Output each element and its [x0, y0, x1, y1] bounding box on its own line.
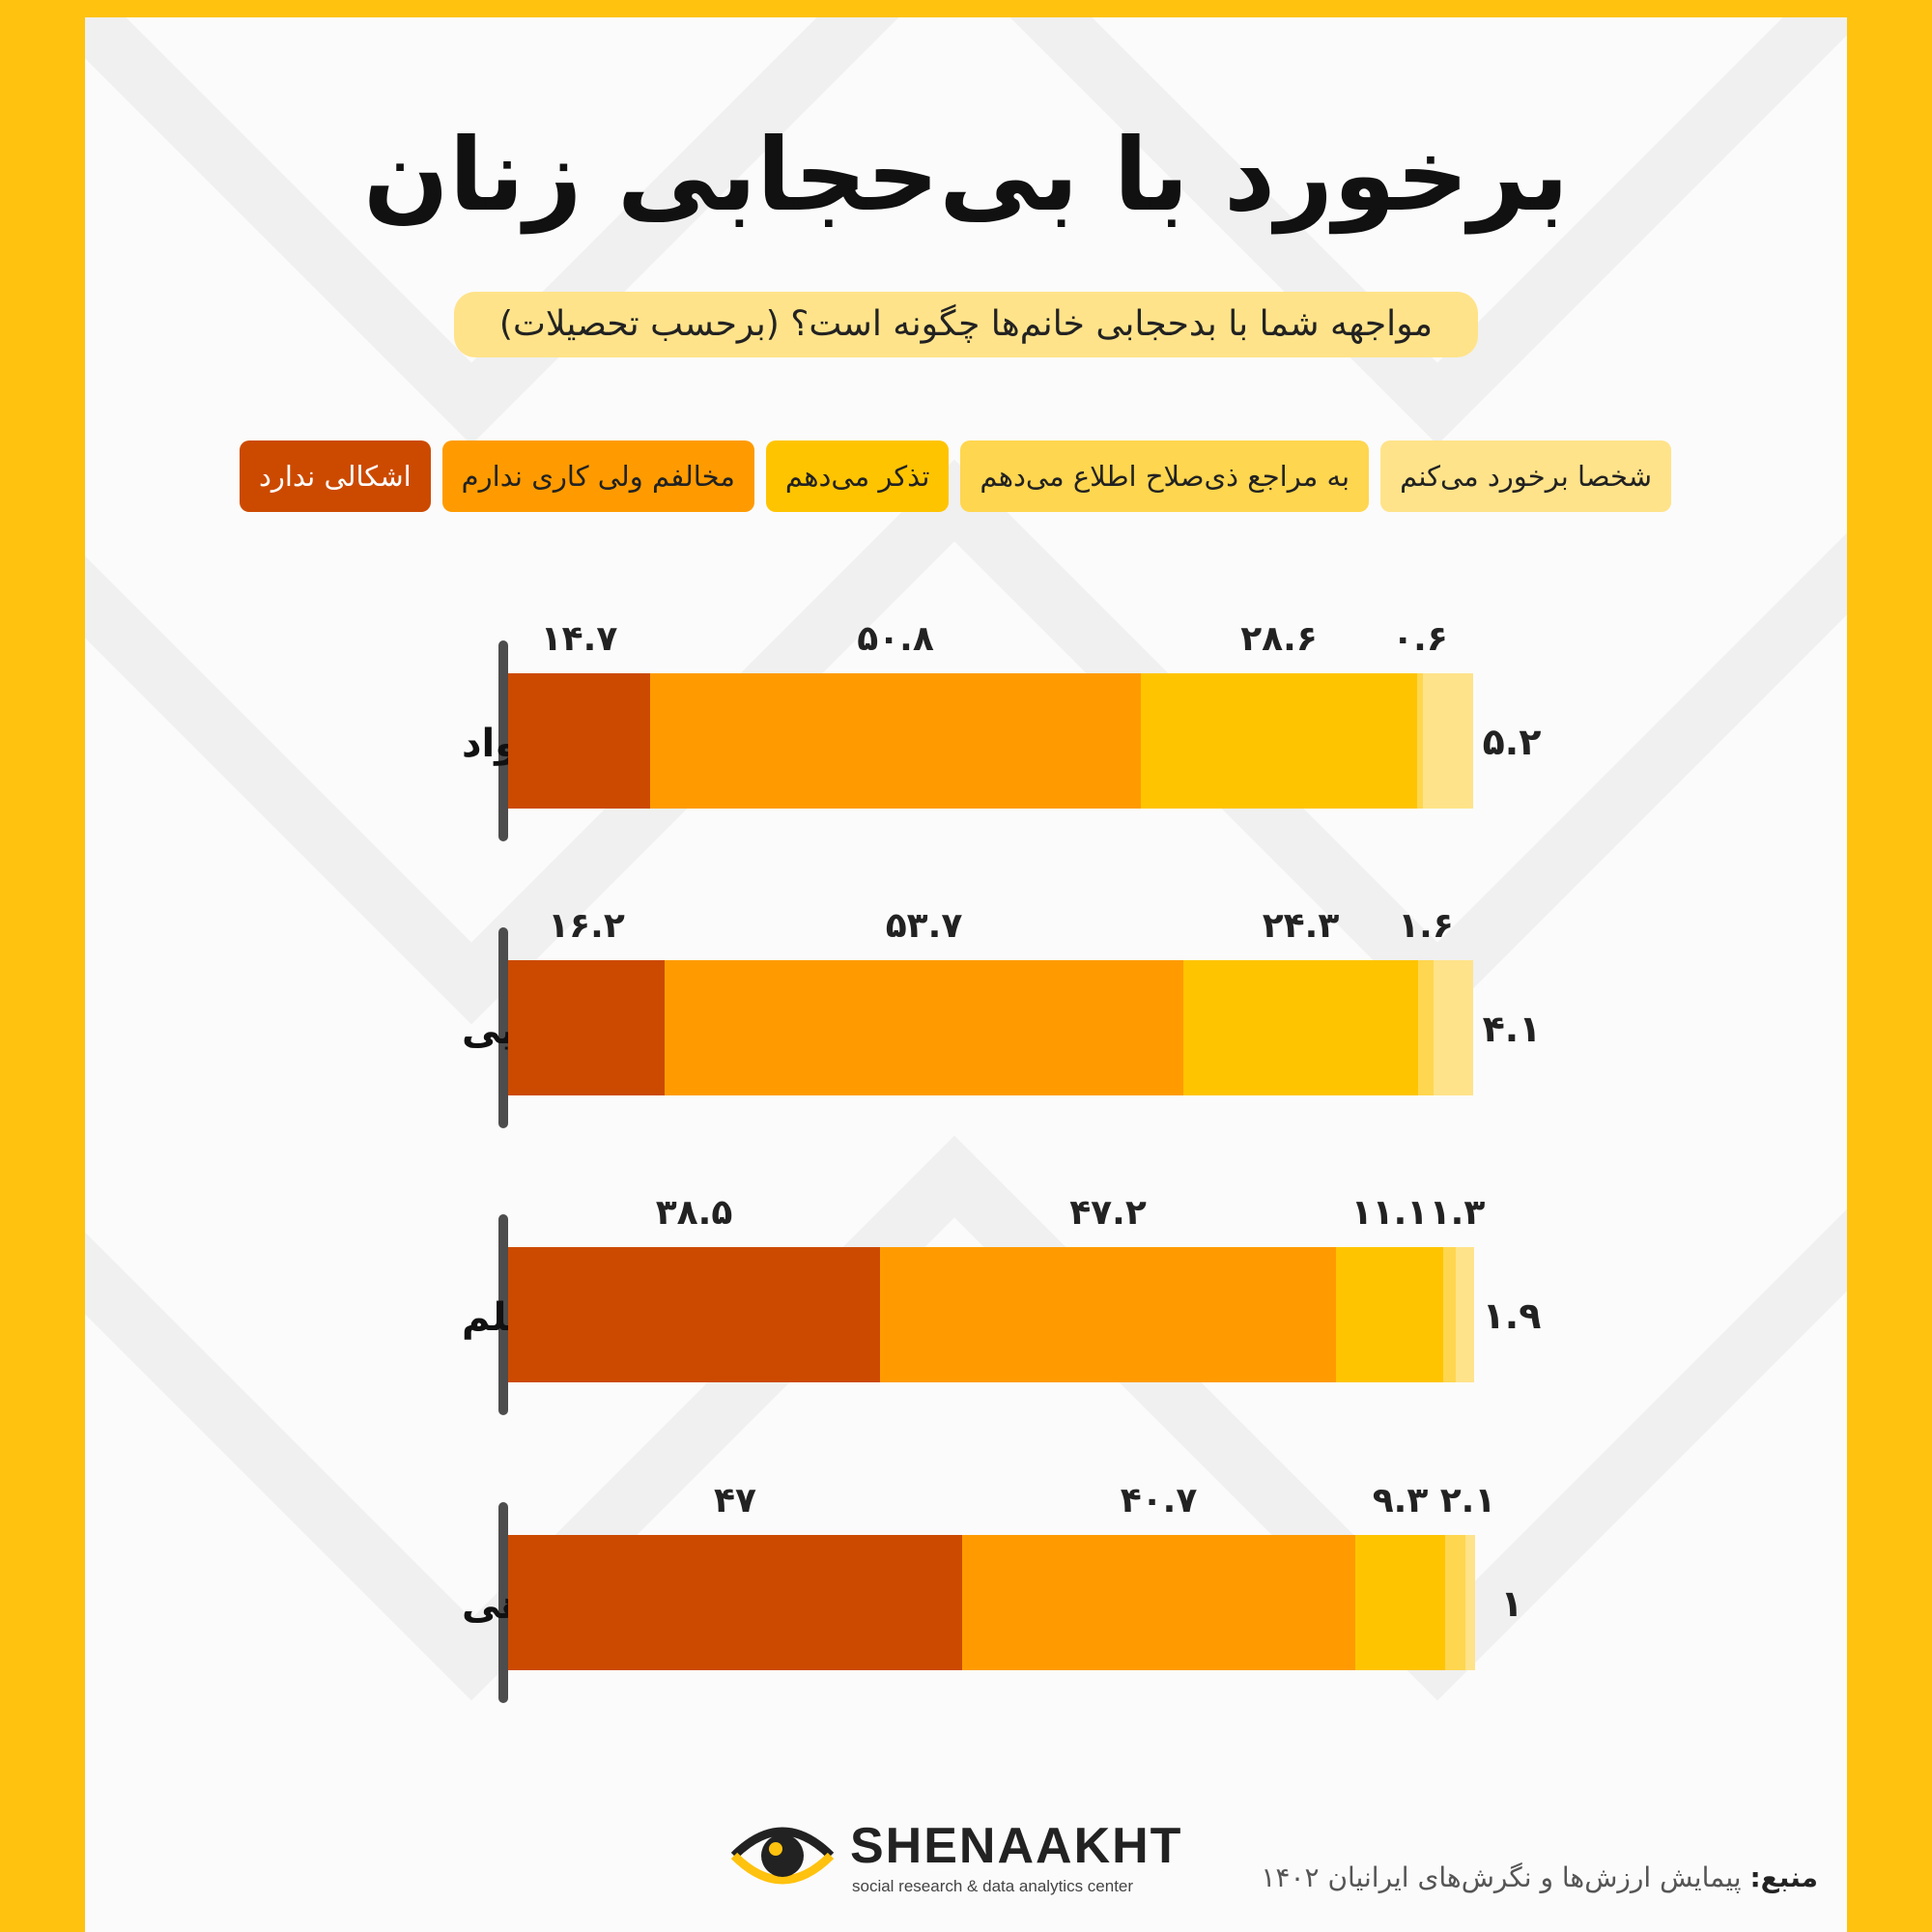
- bar-segment: [1456, 1247, 1474, 1382]
- data-label: ۲.۱: [1440, 1481, 1496, 1520]
- data-label: ۴۷: [714, 1481, 756, 1520]
- data-label: ۱.۶: [1398, 906, 1454, 946]
- background-pattern: [85, 17, 1847, 1701]
- eye-logo-icon: [730, 1827, 835, 1885]
- data-label: ۵.۲: [1483, 721, 1542, 763]
- legend-item-oppose: مخالفم ولی کاری ندارم: [441, 440, 754, 512]
- source-note: منبع: پیمایش ارزش‌ها و نگرش‌های ایرانیان…: [1261, 1861, 1818, 1893]
- data-label: ۴۷.۲: [1069, 1193, 1147, 1233]
- bar-segment: [1423, 673, 1473, 809]
- bar-segment: [1183, 960, 1418, 1095]
- data-label: ۱.۹: [1483, 1294, 1542, 1337]
- data-label: ۱۶.۲: [548, 906, 625, 946]
- bar-segment: [1417, 673, 1423, 809]
- data-label: ۰.۶: [1392, 619, 1448, 659]
- shenaakht-logo: SHENAAKHT social research & data analyti…: [730, 1818, 1182, 1895]
- data-label: ۲۴.۳: [1263, 906, 1340, 946]
- data-label: ۲۸.۶: [1240, 619, 1318, 659]
- logo-tagline: social research & data analytics center: [852, 1877, 1133, 1895]
- data-label: ۱۴.۷: [541, 619, 618, 659]
- data-label: ۵۰.۸: [857, 619, 934, 659]
- bar-segment: [508, 1535, 962, 1670]
- y-axis-line: [498, 1502, 508, 1703]
- bar-segment: [1418, 960, 1434, 1095]
- y-axis-line: [498, 1214, 508, 1415]
- legend-item-personal: شخصا برخورد می‌کنم: [1380, 440, 1671, 512]
- bar-segment: [508, 960, 665, 1095]
- legend-item-no-problem: اشکالی ندارد: [239, 440, 431, 512]
- data-label: ۱.۳: [1430, 1193, 1486, 1233]
- chart-title: برخورد با بی‌حجابی زنان: [362, 116, 1570, 234]
- bar-segment: [1443, 1247, 1456, 1382]
- bar-segment: [650, 673, 1141, 809]
- bar-segment: [1445, 1535, 1465, 1670]
- bar-segment: [665, 960, 1183, 1095]
- data-label: ۳۸.۵: [656, 1193, 733, 1233]
- data-label: ۴.۱: [1483, 1008, 1542, 1050]
- chart-subtitle: مواجهه شما با بدحجابی خانم‌ها چگونه است؟…: [454, 292, 1478, 357]
- bar-segment: [880, 1247, 1336, 1382]
- data-label: ۱: [1500, 1582, 1522, 1625]
- data-label: ۵۳.۷: [886, 906, 963, 946]
- bar-segment: [1336, 1247, 1443, 1382]
- data-label: ۹.۳: [1373, 1481, 1429, 1520]
- legend-item-warn: تذکر می‌دهم: [765, 440, 950, 512]
- bar-segment: [508, 1247, 880, 1382]
- bar-segment: [962, 1535, 1355, 1670]
- y-axis-line: [498, 640, 508, 841]
- logo-name: SHENAAKHT: [850, 1818, 1182, 1874]
- source-label: منبع:: [1749, 1861, 1818, 1893]
- bar-segment: [1355, 1535, 1445, 1670]
- bar-segment: [1434, 960, 1473, 1095]
- data-label: ۴۰.۷: [1121, 1481, 1198, 1520]
- legend: شخصا برخورد می‌کنم به مراجع ذی‌صلاح اطلا…: [239, 440, 1671, 512]
- bar-segment: [1465, 1535, 1475, 1670]
- data-label: ۱۱.۱: [1351, 1193, 1429, 1233]
- source-text: پیمایش ارزش‌ها و نگرش‌های ایرانیان ۱۴۰۲: [1261, 1861, 1742, 1893]
- legend-item-authorities: به مراجع ذی‌صلاح اطلاع می‌دهم: [960, 440, 1370, 512]
- bar-segment: [1141, 673, 1417, 809]
- y-axis-line: [498, 927, 508, 1128]
- bar-segment: [508, 673, 650, 809]
